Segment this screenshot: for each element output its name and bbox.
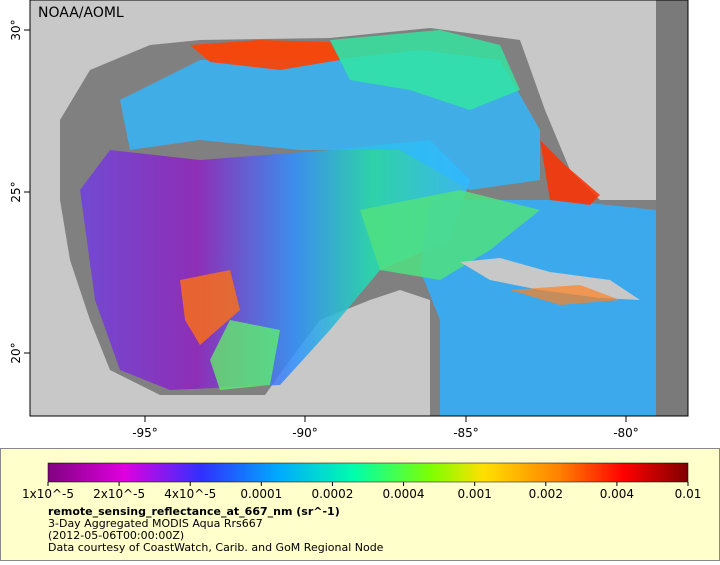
cuba [460, 258, 640, 300]
lon-label: -95° [132, 426, 158, 440]
data-field [180, 270, 240, 345]
data-field [510, 285, 620, 305]
data-field [80, 140, 470, 390]
lon-label: -80° [613, 426, 639, 440]
data-field [210, 320, 280, 390]
lon-label: -90° [292, 426, 318, 440]
no-data-strip [656, 0, 688, 416]
colorbar-label: 0.01 [675, 487, 702, 501]
lat-label: 20° [9, 342, 23, 363]
legend-line: 3-Day Aggregated MODIS Aqua Rrs667 [48, 517, 263, 530]
colorbar-label: 1x10^-5 [22, 487, 74, 501]
legend-line: Data courtesy of CoastWatch, Carib. and … [48, 541, 384, 554]
credit-bg [34, 2, 130, 24]
map-border [29, 0, 689, 417]
data-field [330, 30, 520, 110]
map: NOAA/AOML [29, 0, 689, 417]
colorbar-label: 0.002 [529, 487, 563, 501]
lat-label: 25° [9, 181, 23, 202]
colorbar-ticks: 1x10^-5 2x10^-5 4x10^-5 0.0001 0.0002 0.0004 0… [22, 482, 701, 501]
lat-label: 30° [9, 19, 23, 40]
lon-label: -85° [453, 426, 479, 440]
colorbar-label: 0.001 [457, 487, 491, 501]
data-field [190, 40, 340, 70]
colorbar-label: 4x10^-5 [164, 487, 216, 501]
colorbar-label: 0.0004 [383, 487, 425, 501]
legend-line: (2012-05-06T00:00:00Z) [48, 529, 184, 542]
colorbar [47, 462, 689, 483]
colorbar-label: 0.0001 [240, 487, 282, 501]
colorbar-label: 0.004 [600, 487, 634, 501]
axes: 30° 25° 20° -95° -90° -85° -80° [9, 19, 639, 440]
data-field [360, 190, 540, 280]
colorbar-label: 0.0002 [311, 487, 353, 501]
colorbar-label: 2x10^-5 [93, 487, 145, 501]
credit: NOAA/AOML [38, 5, 124, 21]
data-field [540, 140, 600, 205]
legend-title: remote_sensing_reflectance_at_667_nm (sr… [48, 505, 340, 518]
